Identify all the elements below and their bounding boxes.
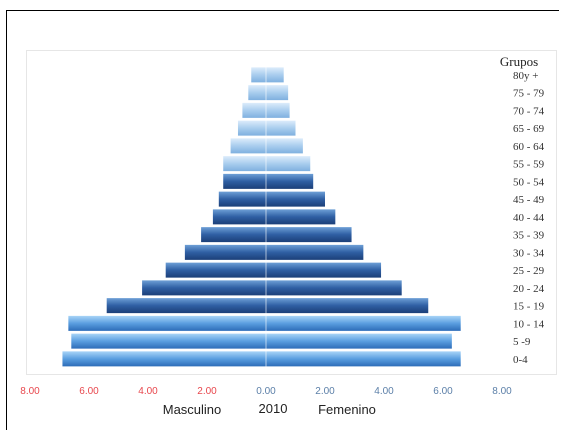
age-group-label: 45 - 49 xyxy=(513,194,545,206)
bar-femenino-25-29 xyxy=(266,262,382,278)
x-tick-label-right: 6.00 xyxy=(433,386,453,397)
age-group-label: 40 - 44 xyxy=(513,212,545,224)
age-group-label: 60 - 64 xyxy=(513,141,545,153)
age-group-label: 80y + xyxy=(513,70,538,82)
left-axis-label: Masculino xyxy=(163,402,222,417)
bar-masculino-15-19 xyxy=(106,298,266,314)
age-group-label: 10 - 14 xyxy=(513,318,545,330)
x-tick-label-right: 4.00 xyxy=(374,386,394,397)
age-group-label: 30 - 34 xyxy=(513,247,545,259)
groups-header: Grupos xyxy=(500,54,538,69)
age-group-label: 25 - 29 xyxy=(513,265,545,277)
bar-masculino-5-9 xyxy=(71,333,266,349)
right-axis-label: Femenino xyxy=(318,402,376,417)
bar-femenino-40-44 xyxy=(266,209,336,225)
x-tick-label-left: 6.00 xyxy=(79,386,99,397)
bar-femenino-70-74 xyxy=(266,102,290,118)
bar-femenino-30-34 xyxy=(266,244,364,260)
bar-masculino-35-39 xyxy=(201,227,266,243)
bar-masculino-0-4 xyxy=(62,351,267,367)
bar-femenino-0-4 xyxy=(266,351,461,367)
bar-femenino-55-59 xyxy=(266,156,311,172)
x-tick-label-left: 2.00 xyxy=(197,386,217,397)
bar-masculino-45-49 xyxy=(218,191,266,207)
x-tick-label-right: 2.00 xyxy=(315,386,335,397)
age-group-label: 35 - 39 xyxy=(513,230,545,242)
bar-masculino-20-24 xyxy=(142,280,266,296)
bar-masculino-80y+ xyxy=(251,67,266,83)
bar-femenino-75-79 xyxy=(266,85,289,101)
x-tick-label-right: 8.00 xyxy=(492,386,512,397)
age-group-label: 75 - 79 xyxy=(513,88,545,100)
x-tick-label-right: 0.00 xyxy=(256,386,276,397)
x-tick-label-left: 4.00 xyxy=(138,386,158,397)
bar-femenino-45-49 xyxy=(266,191,325,207)
plot-area xyxy=(26,50,557,375)
bar-femenino-15-19 xyxy=(266,298,429,314)
x-tick-label-left: 8.00 xyxy=(20,386,40,397)
age-group-label: 15 - 19 xyxy=(513,301,545,313)
age-group-label: 50 - 54 xyxy=(513,176,545,188)
age-group-label: 5 -9 xyxy=(513,336,531,348)
bar-femenino-20-24 xyxy=(266,280,402,296)
bar-femenino-60-64 xyxy=(266,138,303,154)
bar-masculino-55-59 xyxy=(223,156,266,172)
bar-masculino-10-14 xyxy=(68,315,266,331)
bar-masculino-75-79 xyxy=(248,85,266,101)
bar-femenino-5-9 xyxy=(266,333,452,349)
bar-femenino-35-39 xyxy=(266,227,352,243)
chart-frame xyxy=(6,10,559,430)
bar-masculino-50-54 xyxy=(223,173,266,189)
bar-masculino-70-74 xyxy=(242,102,266,118)
bar-femenino-10-14 xyxy=(266,315,461,331)
bar-masculino-60-64 xyxy=(230,138,266,154)
bar-masculino-25-29 xyxy=(165,262,266,278)
bar-masculino-30-34 xyxy=(184,244,266,260)
age-group-label: 55 - 59 xyxy=(513,159,545,171)
year-label: 2010 xyxy=(259,401,288,416)
age-group-label: 0-4 xyxy=(513,354,528,366)
bar-femenino-65-69 xyxy=(266,120,296,136)
bar-femenino-50-54 xyxy=(266,173,314,189)
bar-femenino-80y+ xyxy=(266,67,284,83)
age-group-label: 70 - 74 xyxy=(513,105,545,117)
age-group-label: 65 - 69 xyxy=(513,123,545,135)
bar-masculino-40-44 xyxy=(212,209,266,225)
age-group-label: 20 - 24 xyxy=(513,283,545,295)
bar-masculino-65-69 xyxy=(237,120,266,136)
